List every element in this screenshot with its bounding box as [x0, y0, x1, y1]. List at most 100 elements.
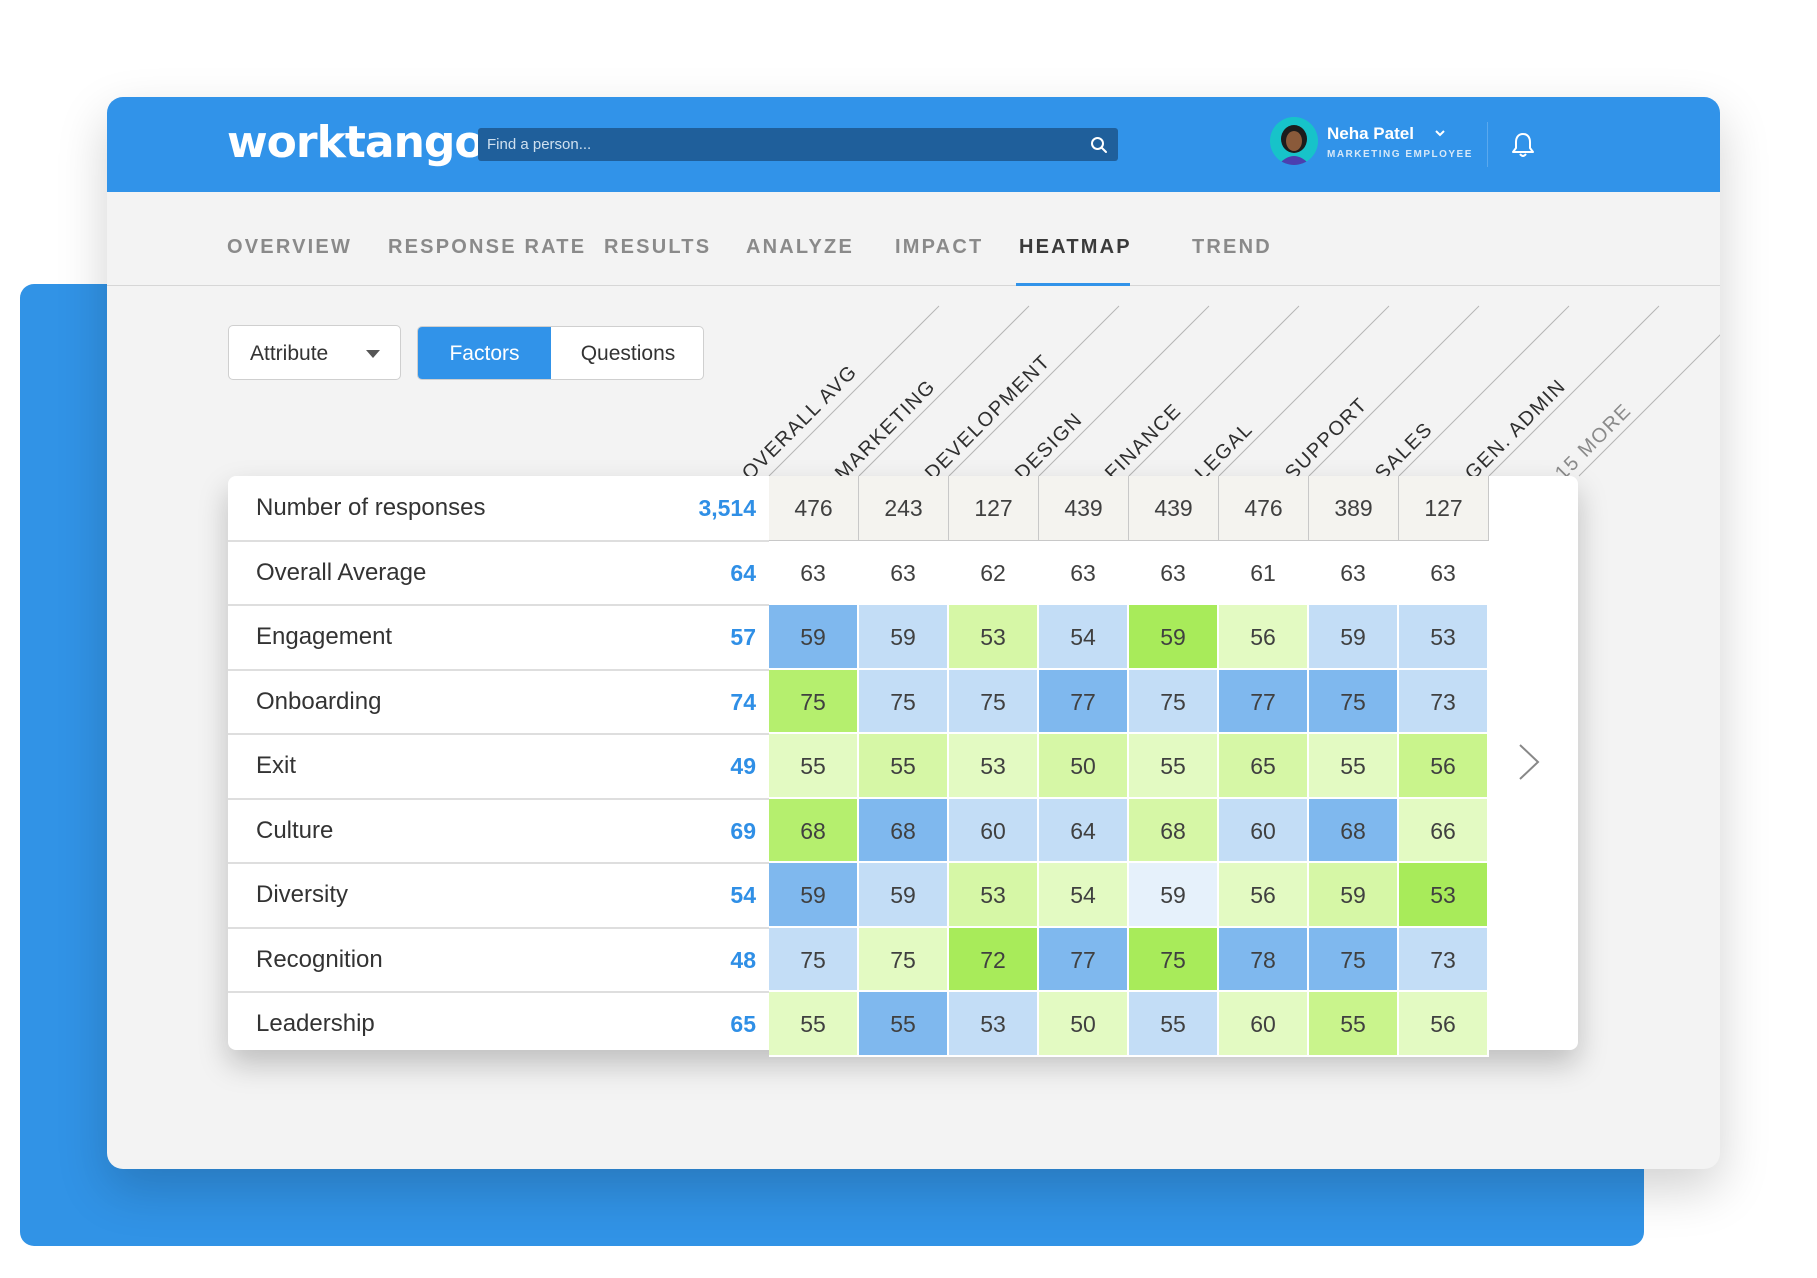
heatmap-cell[interactable]: 50: [1039, 992, 1129, 1057]
response-count-cell[interactable]: 243: [859, 476, 949, 541]
attribute-dropdown[interactable]: Attribute: [228, 325, 401, 380]
heatmap-cell[interactable]: 77: [1039, 927, 1129, 992]
heatmap-cell[interactable]: 60: [949, 798, 1039, 863]
tab-overview[interactable]: OVERVIEW: [227, 236, 353, 258]
heatmap-cell[interactable]: 55: [769, 992, 859, 1057]
heatmap-cell[interactable]: 56: [1219, 863, 1309, 928]
search-icon[interactable]: [1090, 136, 1108, 154]
heatmap-cell[interactable]: 63: [859, 540, 949, 605]
heatmap-cell[interactable]: 59: [859, 605, 949, 670]
heatmap-cell[interactable]: 63: [1129, 540, 1219, 605]
heatmap-cell[interactable]: 75: [949, 669, 1039, 734]
row-divider: [228, 668, 769, 671]
heatmap-cell[interactable]: 55: [769, 734, 859, 799]
heatmap-cell[interactable]: 75: [1309, 669, 1399, 734]
heatmap-cell[interactable]: 53: [949, 605, 1039, 670]
heatmap-cell[interactable]: 59: [1129, 605, 1219, 670]
heatmap-cell[interactable]: 59: [1309, 605, 1399, 670]
heatmap-cell[interactable]: 75: [859, 927, 949, 992]
response-count-cell[interactable]: 127: [1399, 476, 1489, 541]
search-input[interactable]: [487, 128, 1077, 161]
heatmap-cell[interactable]: 55: [1309, 992, 1399, 1057]
heatmap-cell[interactable]: 61: [1219, 540, 1309, 605]
tab-bar: OVERVIEW RESPONSE RATE RESULTS ANALYZE IMPAC…: [107, 192, 1720, 286]
heatmap-cell[interactable]: 53: [1399, 863, 1489, 928]
bell-icon[interactable]: [1510, 131, 1536, 159]
heatmap-cell[interactable]: 53: [949, 863, 1039, 928]
response-count-cell[interactable]: 439: [1039, 476, 1129, 541]
heatmap-cell[interactable]: 55: [859, 734, 949, 799]
heatmap-cell[interactable]: 53: [1399, 605, 1489, 670]
column-header: DESIGN: [1011, 408, 1088, 485]
heatmap-cell[interactable]: 60: [1219, 992, 1309, 1057]
heatmap-cell[interactable]: 75: [1129, 927, 1219, 992]
heatmap-cell[interactable]: 54: [1039, 605, 1129, 670]
active-tab-indicator: [1016, 283, 1130, 286]
heatmap-cell[interactable]: 63: [1039, 540, 1129, 605]
heatmap-cell[interactable]: 56: [1399, 734, 1489, 799]
heatmap-cell[interactable]: 75: [769, 927, 859, 992]
response-count-cell[interactable]: 476: [1219, 476, 1309, 541]
heatmap-cell[interactable]: 65: [1219, 734, 1309, 799]
column-header: SUPPORT: [1281, 393, 1373, 485]
heatmap-cell[interactable]: 63: [769, 540, 859, 605]
toggle-factors[interactable]: Factors: [418, 327, 551, 379]
column-header[interactable]: 15 MORE: [1551, 399, 1637, 485]
heatmap-cell[interactable]: 77: [1219, 669, 1309, 734]
tab-impact[interactable]: IMPACT: [895, 236, 984, 258]
heatmap-cell[interactable]: 63: [1399, 540, 1489, 605]
response-count-cell[interactable]: 476: [769, 476, 859, 541]
heatmap-cell[interactable]: 50: [1039, 734, 1129, 799]
heatmap-cell[interactable]: 60: [1219, 798, 1309, 863]
heatmap-cell[interactable]: 68: [1309, 798, 1399, 863]
heatmap-cell[interactable]: 68: [859, 798, 949, 863]
heatmap-cell[interactable]: 62: [949, 540, 1039, 605]
heatmap-cell[interactable]: 55: [1309, 734, 1399, 799]
heatmap-cell[interactable]: 59: [859, 863, 949, 928]
heatmap-cell[interactable]: 64: [1039, 798, 1129, 863]
heatmap-cell[interactable]: 78: [1219, 927, 1309, 992]
heatmap-cell[interactable]: 59: [1129, 863, 1219, 928]
heatmap-cell[interactable]: 59: [1309, 863, 1399, 928]
heatmap-cell[interactable]: 73: [1399, 927, 1489, 992]
heatmap-cell[interactable]: 66: [1399, 798, 1489, 863]
heatmap-cell[interactable]: 75: [859, 669, 949, 734]
user-name[interactable]: Neha Patel: [1327, 124, 1414, 143]
heatmap-cell[interactable]: 72: [949, 927, 1039, 992]
heatmap-cell[interactable]: 56: [1399, 992, 1489, 1057]
heatmap-cell[interactable]: 56: [1219, 605, 1309, 670]
search-bar[interactable]: [478, 128, 1118, 161]
heatmap-cell[interactable]: 68: [1129, 798, 1219, 863]
heatmap-cell[interactable]: 53: [949, 734, 1039, 799]
heatmap-cell[interactable]: 54: [1039, 863, 1129, 928]
heatmap-cell[interactable]: 55: [1129, 734, 1219, 799]
row-divider: [228, 539, 769, 542]
heatmap-cell[interactable]: 55: [1129, 992, 1219, 1057]
response-count-cell[interactable]: 439: [1129, 476, 1219, 541]
response-count-cell[interactable]: 127: [949, 476, 1039, 541]
heatmap-cell[interactable]: 53: [949, 992, 1039, 1057]
heatmap-cell[interactable]: 63: [1309, 540, 1399, 605]
tab-heatmap[interactable]: HEATMAP: [1019, 236, 1132, 258]
heatmap-cell[interactable]: 75: [1129, 669, 1219, 734]
chevron-right-icon[interactable]: [1516, 742, 1542, 782]
heatmap-cell[interactable]: 68: [769, 798, 859, 863]
heatmap-cell[interactable]: 59: [769, 605, 859, 670]
row-divider: [228, 604, 769, 606]
tab-trend[interactable]: TREND: [1192, 236, 1272, 258]
heatmap-cell[interactable]: 55: [859, 992, 949, 1057]
tab-response-rate[interactable]: RESPONSE RATE: [388, 236, 587, 258]
heatmap-cell[interactable]: 75: [1309, 927, 1399, 992]
heatmap-cell[interactable]: 73: [1399, 669, 1489, 734]
avatar[interactable]: [1270, 117, 1318, 165]
header-divider: [1487, 122, 1488, 167]
tab-analyze[interactable]: ANALYZE: [746, 236, 855, 258]
tab-results[interactable]: RESULTS: [604, 236, 712, 258]
toggle-questions[interactable]: Questions: [580, 342, 676, 365]
heatmap-cell[interactable]: 75: [769, 669, 859, 734]
heatmap-cell[interactable]: 59: [769, 863, 859, 928]
chevron-down-icon[interactable]: [1434, 127, 1446, 139]
response-count-cell[interactable]: 389: [1309, 476, 1399, 541]
heatmap-cell[interactable]: 77: [1039, 669, 1129, 734]
row-total: 65: [730, 1011, 756, 1037]
